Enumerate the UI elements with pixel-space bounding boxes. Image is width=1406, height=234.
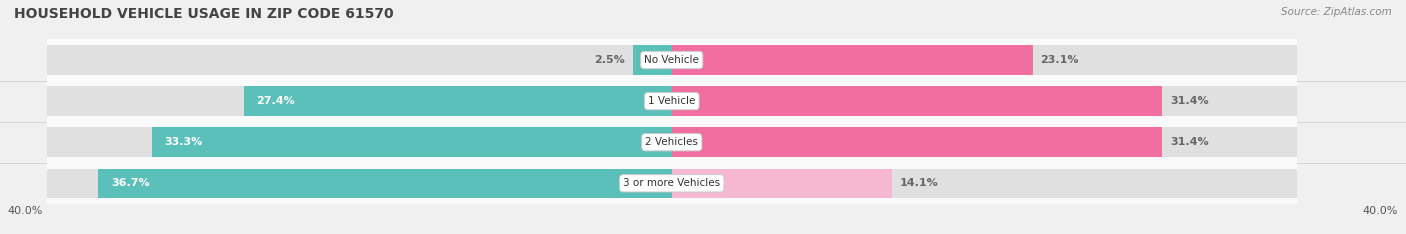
Text: 33.3%: 33.3%	[165, 137, 202, 147]
Text: Source: ZipAtlas.com: Source: ZipAtlas.com	[1281, 7, 1392, 17]
Bar	[46, 40, 672, 80]
Text: 1 Vehicle: 1 Vehicle	[648, 96, 696, 106]
Bar	[98, 168, 672, 198]
Text: 40.0%: 40.0%	[8, 206, 44, 216]
Bar	[672, 45, 1032, 75]
Bar	[46, 122, 672, 163]
Bar	[46, 163, 672, 204]
Bar	[672, 40, 1296, 80]
Bar	[633, 45, 672, 75]
Bar	[672, 86, 1163, 116]
Bar	[46, 86, 672, 116]
Text: 2 Vehicles: 2 Vehicles	[645, 137, 699, 147]
Bar	[672, 128, 1296, 157]
Bar	[152, 128, 672, 157]
Bar	[46, 128, 672, 157]
Bar	[243, 86, 672, 116]
Text: No Vehicle: No Vehicle	[644, 55, 699, 65]
Bar	[672, 86, 1296, 116]
Bar	[672, 128, 1163, 157]
Text: 36.7%: 36.7%	[111, 178, 149, 188]
Text: 23.1%: 23.1%	[1040, 55, 1078, 65]
Text: 31.4%: 31.4%	[1170, 96, 1209, 106]
Text: 14.1%: 14.1%	[900, 178, 939, 188]
Bar	[672, 163, 1296, 204]
Text: 27.4%: 27.4%	[256, 96, 295, 106]
Bar	[46, 45, 672, 75]
Text: 3 or more Vehicles: 3 or more Vehicles	[623, 178, 720, 188]
Text: 40.0%: 40.0%	[1362, 206, 1398, 216]
Bar	[672, 168, 1296, 198]
Text: 2.5%: 2.5%	[595, 55, 624, 65]
Text: 31.4%: 31.4%	[1170, 137, 1209, 147]
Bar	[672, 168, 891, 198]
Bar	[672, 80, 1296, 122]
Text: HOUSEHOLD VEHICLE USAGE IN ZIP CODE 61570: HOUSEHOLD VEHICLE USAGE IN ZIP CODE 6157…	[14, 7, 394, 21]
Bar	[46, 80, 672, 122]
Bar	[46, 168, 672, 198]
Bar	[672, 45, 1296, 75]
Bar	[672, 122, 1296, 163]
